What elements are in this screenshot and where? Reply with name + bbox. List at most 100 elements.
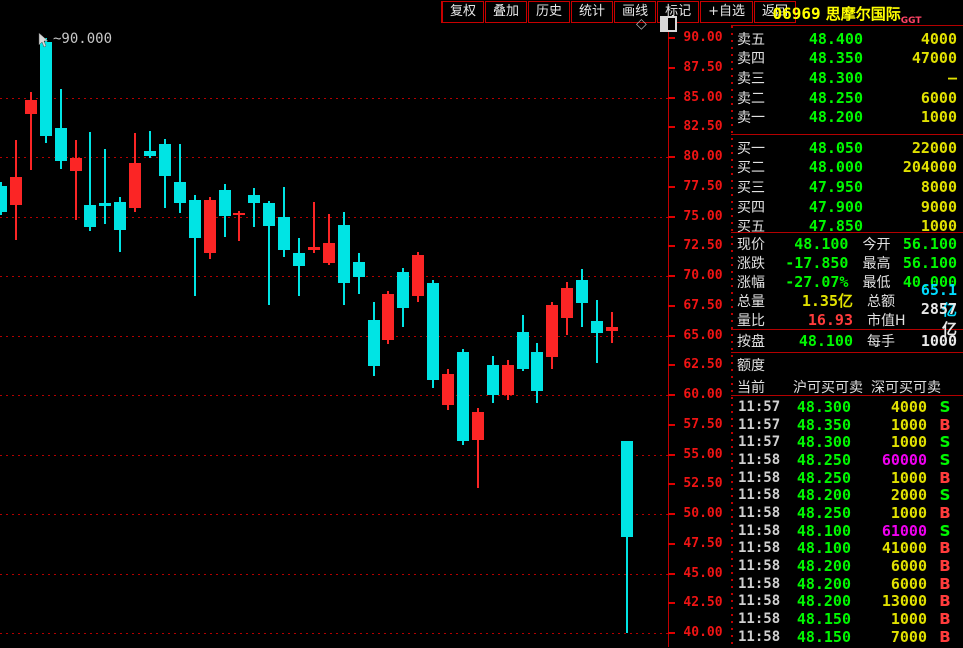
- candle-body: [352, 261, 365, 278]
- candle-wick: [625, 441, 628, 633]
- toolbar-button-画线[interactable]: 画线: [614, 1, 657, 23]
- quote-label: 涨跌: [737, 256, 765, 273]
- trade-side: B: [939, 415, 951, 434]
- bid-price: 48.050: [808, 138, 863, 157]
- tick-trade-list[interactable]: 11:57 48.300 4000 S 11:57 48.350 1000 B 11:57 48.…: [731, 396, 963, 647]
- trade-volume: 7000: [890, 627, 927, 646]
- trade-row: 11:58 48.200 2000 S: [731, 486, 963, 504]
- toolbar: 复权 叠加 历史 统计 画线 标记 +自选 返回: [441, 1, 797, 23]
- gridline-40: [0, 633, 668, 634]
- toolbar-button-历史[interactable]: 历史: [528, 1, 571, 23]
- trade-row: 11:58 48.250 60000 S: [731, 451, 963, 469]
- toolbar-button-复权[interactable]: 复权: [442, 1, 485, 23]
- price-tick-label: 82.50: [683, 119, 723, 135]
- price-tick: [668, 245, 675, 248]
- trade-volume: 4000: [890, 397, 927, 416]
- price-tick: [668, 572, 675, 575]
- candle-body: [9, 177, 22, 205]
- trade-time: 11:58: [738, 611, 781, 628]
- candle-wick: [193, 195, 196, 297]
- candle-body: [605, 327, 618, 331]
- top-bar: 复权 叠加 历史 统计 画线 标记 +自选 返回 06969 思摩尔国际GGT ◇: [0, 0, 963, 32]
- trade-row: 11:58 48.150 1000 B: [731, 610, 963, 628]
- trade-row: 11:57 48.300 4000 S: [731, 398, 963, 416]
- toolbar-button-返回[interactable]: 返回: [754, 1, 797, 23]
- board-lot-row: 按盘 48.100 每手 1000: [731, 330, 963, 353]
- ask-label: 卖三: [737, 70, 765, 87]
- diamond-icon[interactable]: ◇: [636, 16, 647, 32]
- bid-price: 47.900: [808, 197, 863, 216]
- bid-label: 买三: [737, 179, 765, 196]
- price-tick: [668, 394, 675, 396]
- ask-row[interactable]: 卖四 48.350 47000: [731, 49, 963, 69]
- trade-volume: 61000: [881, 521, 927, 540]
- candle-body: [54, 128, 67, 161]
- trade-side: B: [939, 627, 951, 646]
- candle-body: [0, 185, 7, 212]
- price-tick-label: 47.50: [683, 535, 723, 551]
- ask-row[interactable]: 卖三 48.300 —: [731, 68, 963, 88]
- quota-line1: 额度: [737, 358, 765, 374]
- candle-body: [382, 293, 395, 341]
- trade-side: B: [939, 574, 951, 593]
- quote-label: 最高: [862, 256, 891, 273]
- trade-side: B: [939, 503, 951, 522]
- trade-price: 48.150: [796, 610, 851, 629]
- gridline-45: [0, 573, 668, 575]
- ask-volume: 1000: [920, 108, 957, 127]
- candle-body: [114, 202, 127, 230]
- trade-row: 11:58 48.200 6000 B: [731, 575, 963, 593]
- price-tick: [668, 66, 675, 69]
- trade-price: 48.250: [796, 468, 851, 487]
- ask-row[interactable]: 卖五 48.400 4000: [731, 29, 963, 49]
- price-tick-label: 40.00: [683, 625, 723, 640]
- quote-panel: 卖五 48.400 4000 卖四 48.350 47000 卖三 48.300 — 卖二 48.2…: [731, 25, 963, 648]
- bid-row[interactable]: 买二 48.000 204000: [731, 158, 963, 178]
- trade-volume: 41000: [881, 539, 927, 558]
- trade-volume: 1000: [890, 468, 927, 487]
- trade-row: 11:58 48.150 7000 B: [731, 628, 963, 646]
- toolbar-button-统计[interactable]: 统计: [571, 1, 614, 23]
- candle-body: [427, 283, 440, 380]
- bid-row[interactable]: 买一 48.050 22000: [731, 138, 963, 158]
- trade-row: 11:58 48.200 6000 B: [731, 557, 963, 575]
- bid-price: 48.000: [808, 158, 863, 177]
- trade-price: 48.200: [796, 574, 851, 593]
- price-tick: [668, 334, 675, 337]
- quote-label: 每手: [867, 334, 895, 350]
- ask-row[interactable]: 卖二 48.250 6000: [731, 88, 963, 108]
- bid-row[interactable]: 买五 47.850 1000: [731, 216, 963, 236]
- trade-price: 48.350: [796, 415, 851, 434]
- bid-volume: 9000: [920, 197, 957, 216]
- toolbar-button-+自选[interactable]: +自选: [700, 1, 753, 23]
- candle-body: [531, 352, 544, 392]
- trade-side: B: [939, 592, 951, 611]
- trade-price: 48.100: [796, 539, 851, 558]
- ask-volume: 4000: [920, 29, 957, 48]
- candle-body: [412, 254, 425, 297]
- window-icon[interactable]: [660, 16, 677, 32]
- price-tick: [668, 483, 675, 486]
- quote-value: 48.100: [798, 332, 853, 350]
- candle-body: [84, 204, 97, 228]
- quote-summary: 现价 48.100 今开 56.100 涨跌 -17.850 最高 56.100 涨幅 -27.0…: [731, 233, 963, 338]
- stock-name: 思摩尔国际: [825, 5, 901, 23]
- bid-row[interactable]: 买三 47.950 8000: [731, 177, 963, 197]
- trade-side: S: [939, 521, 951, 540]
- candle-wick: [89, 132, 92, 231]
- chart-plot-area[interactable]: [0, 25, 668, 647]
- candle-wick: [104, 148, 107, 224]
- stock-code: 06969: [772, 4, 821, 23]
- toolbar-button-叠加[interactable]: 叠加: [485, 1, 528, 23]
- candle-wick: [178, 143, 181, 213]
- quote-row: 量比 16.93 市值H 2857亿: [731, 300, 963, 338]
- quote-label: 总量: [737, 293, 765, 310]
- bid-row[interactable]: 买四 47.900 9000: [731, 197, 963, 217]
- price-tick-label: 75.00: [683, 208, 723, 224]
- trade-row: 11:58 48.250 1000 B: [731, 504, 963, 522]
- ask-row[interactable]: 卖一 48.200 1000: [731, 107, 963, 127]
- bid-label: 买四: [737, 199, 765, 216]
- bid-label: 买一: [737, 140, 765, 157]
- ask-label: 卖四: [737, 51, 765, 68]
- candle-body: [516, 331, 529, 369]
